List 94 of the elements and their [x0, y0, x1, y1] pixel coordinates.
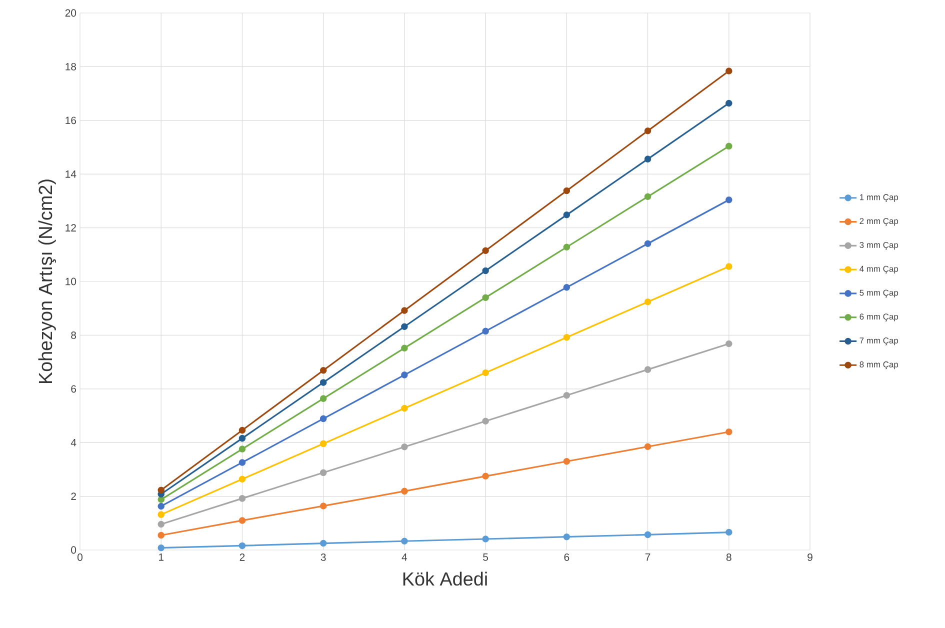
point	[238, 426, 246, 434]
point	[238, 446, 246, 452]
point	[401, 488, 408, 495]
y-axis-title: Kohezyon Artışı (N/cm2)	[38, 180, 56, 384]
x-tick-label: 4	[402, 554, 408, 561]
y-tick-label: 16	[66, 116, 76, 124]
point	[563, 244, 570, 251]
point	[563, 533, 570, 540]
y-tick-label: 8	[71, 332, 76, 339]
point	[726, 142, 732, 150]
y-tick-label: 2	[71, 492, 76, 500]
point	[726, 428, 732, 436]
point	[320, 540, 327, 547]
y-tick-label: 0	[71, 546, 76, 554]
point	[726, 196, 732, 204]
legend-label: 8 mm Çap	[860, 361, 898, 370]
legend-label: 2 mm Çap	[860, 218, 898, 226]
point	[644, 127, 652, 134]
legend-label: 6 mm Çap	[860, 314, 898, 322]
point	[563, 212, 570, 218]
point	[482, 294, 489, 301]
point	[158, 511, 165, 518]
point	[644, 193, 652, 200]
y-tick-label: 18	[66, 62, 76, 70]
point	[563, 284, 570, 291]
point	[320, 440, 327, 448]
x-tick-label: 1	[159, 554, 164, 561]
point	[726, 68, 732, 74]
point	[320, 395, 327, 402]
point	[401, 444, 408, 450]
legend-label: 4 mm Çap	[860, 266, 898, 274]
point	[726, 340, 732, 348]
point	[320, 469, 327, 476]
point	[482, 267, 489, 274]
x-axis-title: Kök Adedi	[403, 572, 487, 586]
x-tick-label: 7	[645, 554, 650, 561]
point	[401, 538, 408, 545]
point	[320, 502, 327, 510]
y-tick-label: 14	[66, 170, 76, 178]
y-tick-label: 6	[71, 385, 76, 393]
point	[644, 443, 652, 450]
point	[158, 486, 165, 494]
y-tick-label: 12	[66, 224, 76, 232]
y-tick-label: 10	[66, 278, 76, 286]
x-tick-label: 2	[240, 554, 245, 561]
point	[320, 379, 327, 386]
point	[644, 366, 652, 373]
x-tick-label: 8	[726, 554, 732, 561]
point	[238, 434, 246, 442]
point	[563, 187, 570, 194]
point	[644, 298, 652, 306]
point	[482, 369, 489, 376]
point	[401, 404, 408, 412]
legend-label: 7 mm Çap	[860, 338, 898, 346]
point	[158, 496, 165, 503]
point	[726, 100, 732, 107]
legend-label: 1 mm Çap	[860, 194, 898, 202]
point	[563, 458, 570, 465]
point	[238, 459, 246, 466]
point	[401, 323, 408, 330]
point	[320, 415, 327, 422]
legend-label: 5 mm Çap	[860, 290, 898, 298]
x-tick-label: 5	[483, 554, 488, 561]
point	[401, 307, 408, 314]
point	[158, 502, 165, 510]
y-tick-label: 4	[70, 439, 76, 446]
point	[726, 528, 732, 536]
point	[238, 542, 246, 550]
y-tick-label: 20	[65, 9, 76, 17]
point	[563, 392, 570, 399]
point	[238, 517, 246, 524]
point	[401, 344, 408, 352]
x-tick-label: 9	[808, 554, 812, 561]
point	[563, 334, 570, 341]
point	[482, 328, 489, 335]
point	[401, 372, 408, 378]
x-tick-label: 0	[78, 554, 82, 561]
point	[482, 247, 489, 254]
point	[158, 520, 165, 528]
point	[482, 472, 489, 480]
x-tick-label: 3	[320, 554, 326, 561]
point	[238, 476, 246, 483]
point	[238, 495, 246, 502]
legend-label: 3 mm Çap	[860, 242, 898, 250]
point	[644, 531, 652, 538]
point	[158, 544, 165, 552]
point	[644, 156, 652, 162]
point	[482, 418, 489, 425]
point	[644, 240, 652, 248]
x-tick-label: 6	[564, 554, 570, 561]
point	[726, 263, 732, 270]
point	[158, 532, 165, 539]
point	[482, 536, 489, 542]
point	[320, 366, 327, 374]
